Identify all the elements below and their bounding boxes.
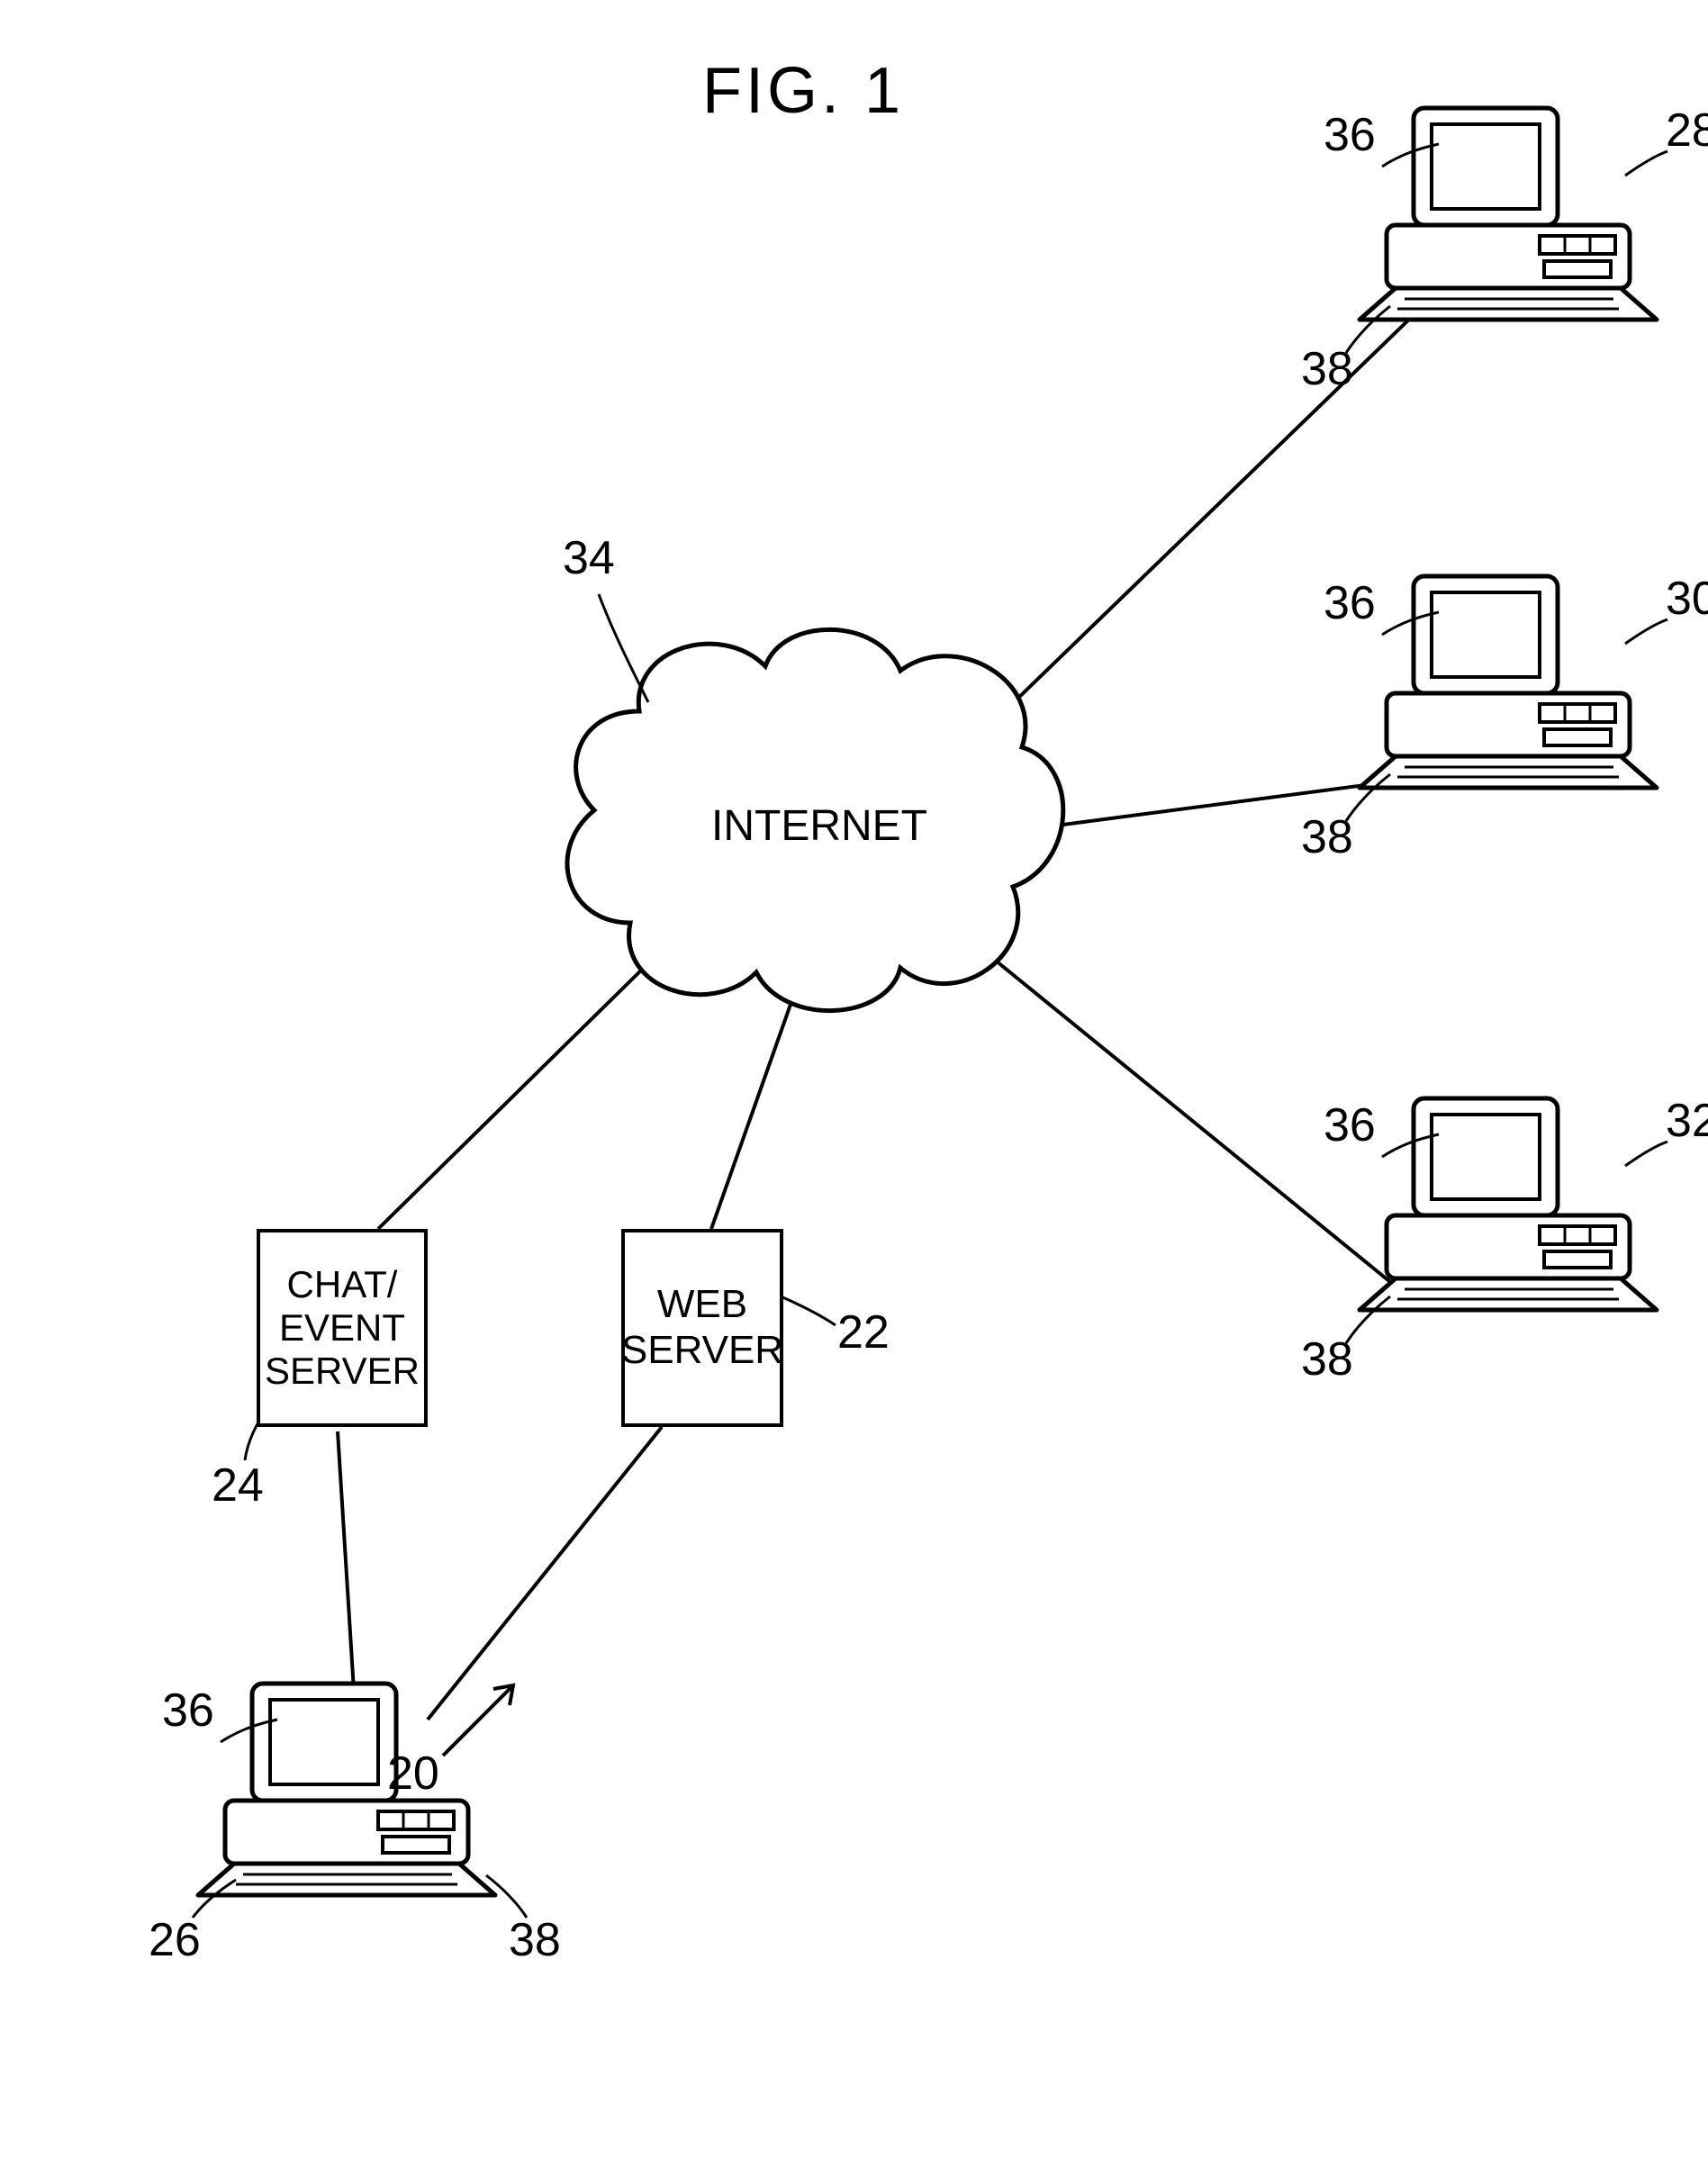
diagram-svg: [0, 0, 1708, 2167]
chat-server-box: CHAT/ EVENT SERVER: [257, 1229, 428, 1427]
chat-server-line3: SERVER: [265, 1350, 420, 1393]
ref-24: 24: [212, 1458, 264, 1512]
computer-host: [193, 1684, 527, 1918]
figure-canvas: FIG. 1: [0, 0, 1708, 2167]
pch-ref-26: 26: [149, 1913, 201, 1967]
pcc-ref-38: 38: [1301, 1332, 1353, 1386]
web-server-box: WEB SERVER: [621, 1229, 783, 1427]
pcb-ref-30: 30: [1666, 572, 1708, 626]
web-server-line2: SERVER: [621, 1328, 783, 1374]
pca-ref-38: 38: [1301, 342, 1353, 396]
chat-server-line1: CHAT/: [265, 1263, 420, 1306]
web-server-line1: WEB: [621, 1282, 783, 1328]
figure-title: FIG. 1: [702, 54, 904, 128]
pca-ref-28: 28: [1666, 104, 1708, 158]
pcb-ref-36: 36: [1324, 576, 1376, 630]
ref-20: 20: [387, 1747, 439, 1801]
cloud-label: INTERNET: [711, 801, 927, 851]
pca-ref-36: 36: [1324, 108, 1376, 162]
edges: [338, 315, 1414, 1720]
ref-22: 22: [837, 1305, 890, 1359]
pcb-ref-38: 38: [1301, 810, 1353, 864]
computer-c: [1346, 1098, 1667, 1343]
chat-server-line2: EVENT: [265, 1306, 420, 1350]
ref-34: 34: [563, 531, 615, 585]
pch-ref-36: 36: [162, 1684, 214, 1738]
computer-a: [1346, 108, 1667, 353]
computer-b: [1346, 576, 1667, 821]
pch-ref-38: 38: [509, 1913, 561, 1967]
pcc-ref-32: 32: [1666, 1094, 1708, 1148]
pcc-ref-36: 36: [1324, 1098, 1376, 1152]
